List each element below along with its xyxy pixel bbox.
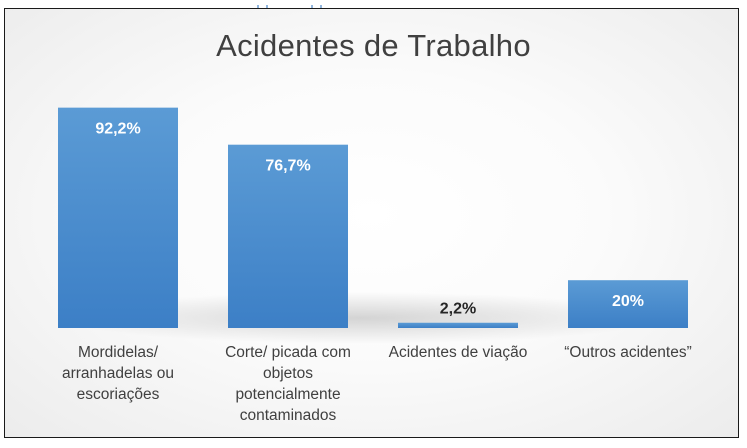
top-strip (0, 0, 747, 8)
bar-4 (568, 280, 688, 328)
category-label-4: “Outros acidentes” (564, 344, 692, 361)
category-label-2: Corte/ picada com objetos potencialmente… (225, 344, 351, 424)
data-label-4: 20% (612, 293, 644, 310)
bar-3 (398, 322, 518, 328)
category-label-1: Mordidelas/ arranhadelas ou escoriações (61, 344, 175, 403)
data-label-1: 92,2% (95, 121, 140, 138)
bar-2 (228, 144, 348, 328)
bar-1 (58, 107, 178, 328)
floor-shadow (60, 292, 660, 344)
chart-title: Acidentes de Trabalho (216, 28, 531, 63)
data-label-3: 2,2% (440, 301, 476, 318)
category-label-3: Acidentes de viação (388, 344, 528, 361)
data-label-2: 76,7% (265, 158, 310, 175)
